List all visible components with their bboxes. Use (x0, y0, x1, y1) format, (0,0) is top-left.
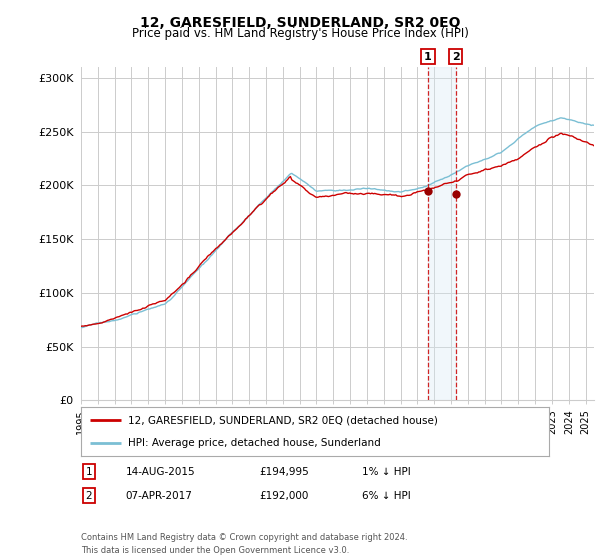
Text: £194,995: £194,995 (259, 467, 308, 477)
Text: 07-APR-2017: 07-APR-2017 (125, 491, 193, 501)
Text: 1: 1 (86, 467, 92, 477)
Text: HPI: Average price, detached house, Sunderland: HPI: Average price, detached house, Sund… (128, 438, 380, 448)
Text: 12, GARESFIELD, SUNDERLAND, SR2 0EQ (detached house): 12, GARESFIELD, SUNDERLAND, SR2 0EQ (det… (128, 416, 437, 426)
Text: 2: 2 (452, 52, 460, 62)
Text: 14-AUG-2015: 14-AUG-2015 (125, 467, 195, 477)
Bar (428, 67, 455, 400)
Text: 2: 2 (86, 491, 92, 501)
Text: 1: 1 (424, 52, 432, 62)
Text: 1% ↓ HPI: 1% ↓ HPI (362, 467, 410, 477)
Text: 12, GARESFIELD, SUNDERLAND, SR2 0EQ: 12, GARESFIELD, SUNDERLAND, SR2 0EQ (140, 16, 460, 30)
Text: 6% ↓ HPI: 6% ↓ HPI (362, 491, 410, 501)
Text: Price paid vs. HM Land Registry's House Price Index (HPI): Price paid vs. HM Land Registry's House … (131, 27, 469, 40)
Text: Contains HM Land Registry data © Crown copyright and database right 2024.
This d: Contains HM Land Registry data © Crown c… (81, 533, 407, 554)
Text: £192,000: £192,000 (259, 491, 308, 501)
